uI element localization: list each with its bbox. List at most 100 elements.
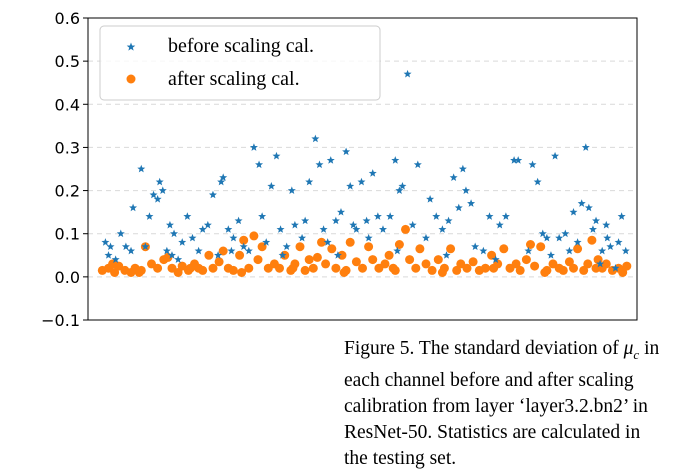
before-point [362, 216, 371, 225]
before-point [422, 233, 430, 242]
before-point [501, 212, 510, 220]
after-point [244, 263, 254, 273]
before-point [104, 251, 113, 259]
after-point [411, 263, 421, 273]
before-point [116, 229, 125, 238]
after-point [317, 237, 326, 247]
after-point [583, 259, 593, 269]
after-point [153, 263, 163, 273]
before-point [555, 233, 564, 242]
before-point [565, 246, 574, 255]
y-tick-label: −0.1 [41, 311, 80, 330]
before-point [203, 220, 212, 229]
before-point [153, 195, 162, 203]
before-point [438, 225, 447, 233]
before-point [198, 225, 207, 233]
before-point [290, 220, 299, 229]
before-point [183, 212, 192, 220]
before-point [426, 195, 435, 203]
after-point [521, 255, 531, 265]
after-point [569, 263, 578, 273]
before-point [432, 212, 441, 220]
before-point [510, 156, 519, 164]
after-point [134, 268, 144, 277]
after-point [364, 242, 374, 252]
after-point [433, 255, 443, 265]
before-point [533, 177, 542, 186]
before-point [170, 229, 179, 238]
before-point [315, 160, 324, 169]
before-point [174, 255, 183, 263]
after-point [530, 261, 540, 271]
after-point [388, 263, 398, 273]
before-point [167, 251, 176, 259]
before-point [546, 251, 555, 259]
caption-mu-subscript: c [633, 346, 640, 362]
after-point [427, 265, 437, 275]
data-points [97, 69, 632, 277]
before-point [386, 212, 395, 220]
before-point [272, 151, 281, 160]
before-point [588, 225, 597, 233]
after-point [173, 268, 183, 277]
before-point [485, 212, 494, 220]
before-point [158, 186, 167, 194]
after-point [526, 240, 535, 249]
before-point [393, 246, 402, 255]
y-tick-label: 0.6 [55, 9, 80, 28]
before-point [349, 220, 358, 229]
before-point [577, 199, 586, 207]
before-point [471, 242, 480, 251]
after-point [358, 263, 367, 273]
after-point [185, 263, 195, 273]
before-point [569, 207, 578, 216]
before-point [262, 238, 271, 246]
before-point [258, 212, 267, 220]
before-point [249, 143, 258, 151]
after-point [462, 263, 472, 273]
before-point [323, 238, 332, 246]
before-point [495, 220, 504, 229]
after-point [573, 244, 583, 254]
before-point [319, 225, 328, 233]
before-point [149, 190, 158, 199]
before-point [129, 203, 138, 212]
before-point [538, 229, 547, 238]
before-point [398, 182, 407, 190]
before-point [596, 259, 605, 268]
before-point [551, 151, 560, 160]
before-point [155, 177, 164, 186]
before-point [239, 242, 248, 251]
before-point [326, 156, 335, 164]
after-point [622, 261, 632, 271]
before-point [454, 203, 463, 212]
before-point [461, 186, 470, 194]
after-point [384, 250, 394, 260]
after-point [511, 259, 521, 269]
after-point [487, 250, 497, 260]
after-point [415, 244, 425, 254]
before-point [234, 216, 243, 225]
after-point [275, 263, 284, 273]
before-point [208, 190, 217, 199]
before-point [106, 242, 115, 251]
after-point [327, 244, 337, 254]
before-point [244, 246, 253, 255]
before-point [378, 225, 387, 233]
after-point [295, 242, 305, 252]
after-point [339, 268, 349, 277]
after-point [237, 268, 247, 277]
before-point [301, 216, 310, 225]
after-point [239, 235, 249, 245]
after-point [214, 257, 224, 267]
before-point [413, 160, 422, 169]
before-point [408, 220, 417, 229]
before-point [491, 255, 500, 263]
after-point [564, 257, 574, 267]
after-point [536, 242, 546, 252]
after-point [308, 263, 318, 273]
after-point [579, 265, 589, 275]
before-point [603, 233, 612, 242]
before-point [337, 207, 345, 216]
after-point [321, 259, 331, 269]
